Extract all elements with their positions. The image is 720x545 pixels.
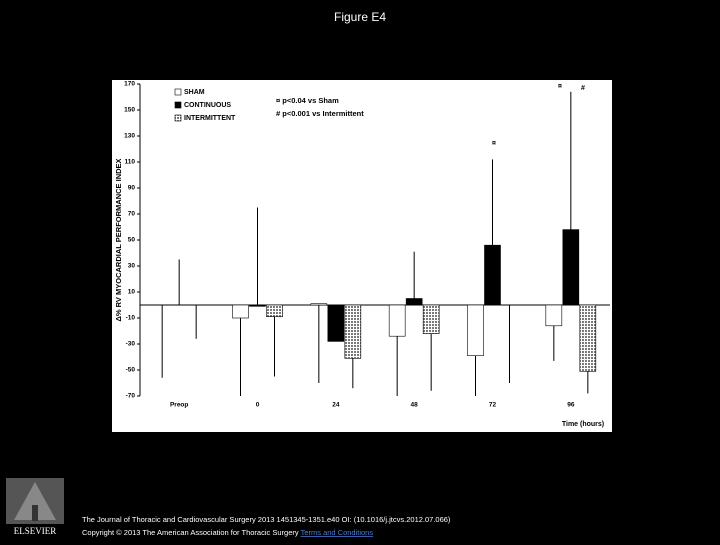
annotation: # <box>581 85 585 92</box>
legend-note: # p<0.001 vs Intermittent <box>276 109 364 118</box>
legend-swatch <box>174 101 182 109</box>
bar <box>484 244 501 306</box>
y-tick-label: 150 <box>124 107 135 114</box>
y-tick-label: -10 <box>126 315 136 322</box>
legend-label: CONTINUOUS <box>184 102 231 109</box>
legend-label: INTERMITTENT <box>184 115 236 122</box>
bar <box>422 304 440 334</box>
y-tick-label: 130 <box>124 133 135 140</box>
y-tick-label: 50 <box>128 237 136 244</box>
chart-area <box>112 80 612 432</box>
bar <box>249 304 266 307</box>
x-tick-label: 96 <box>567 402 575 409</box>
y-axis-label: Δ% RV MYOCARDIAL PERFORMANCE INDEX <box>114 158 123 321</box>
publisher: ELSEVIER <box>14 526 57 536</box>
bar <box>266 304 283 317</box>
bar <box>310 303 328 306</box>
x-tick-label: Preop <box>170 402 188 409</box>
legend-note: ¤ p<0.04 vs Sham <box>276 96 339 105</box>
y-tick-label: 170 <box>124 81 135 88</box>
bar <box>232 304 249 319</box>
y-tick-label: 70 <box>128 211 136 218</box>
legend-swatch <box>174 114 182 122</box>
bar <box>327 304 345 342</box>
y-tick-label: -70 <box>126 393 136 400</box>
bar <box>562 229 580 306</box>
bar <box>579 304 597 372</box>
x-tick-label: 72 <box>489 402 497 409</box>
annotation: ¤ <box>492 140 496 147</box>
annotation: ¤ <box>558 83 562 90</box>
elsevier-logo <box>6 478 64 524</box>
terms-link[interactable]: Terms and Conditions <box>301 528 374 537</box>
x-axis-label: Time (hours) <box>562 421 604 428</box>
copyright-text: Copyright © 2013 The American Associatio… <box>82 528 299 537</box>
x-tick-label: 24 <box>332 402 340 409</box>
bar <box>545 304 563 327</box>
bar <box>405 298 423 306</box>
y-tick-label: 10 <box>128 289 136 296</box>
y-tick-label: -30 <box>126 341 136 348</box>
y-tick-label: 110 <box>125 159 136 166</box>
bar <box>388 304 406 337</box>
citation: The Journal of Thoracic and Cardiovascul… <box>82 515 451 524</box>
legend-label: SHAM <box>184 89 205 96</box>
bar <box>344 304 362 359</box>
bar <box>467 304 484 357</box>
x-tick-label: 48 <box>411 402 419 409</box>
x-tick-label: 0 <box>256 402 260 409</box>
slide-title: Figure E4 <box>334 10 386 24</box>
legend-swatch <box>174 88 182 96</box>
y-tick-label: -50 <box>126 367 136 374</box>
y-tick-label: 30 <box>128 263 136 270</box>
copyright: Copyright © 2013 The American Associatio… <box>82 528 373 537</box>
y-tick-label: 90 <box>128 185 136 192</box>
